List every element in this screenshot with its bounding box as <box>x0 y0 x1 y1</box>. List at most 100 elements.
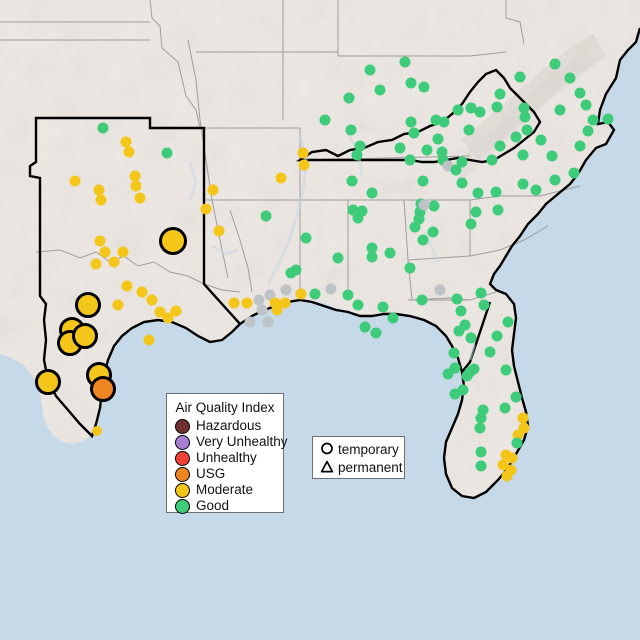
monitor-point[interactable] <box>564 72 576 84</box>
monitor-point[interactable] <box>475 412 487 424</box>
monitor-point[interactable] <box>438 116 450 128</box>
monitor-point[interactable] <box>121 280 133 292</box>
monitor-point[interactable] <box>574 87 586 99</box>
monitor-point[interactable] <box>474 106 486 118</box>
monitor-point[interactable] <box>574 140 586 152</box>
monitor-point[interactable] <box>69 175 81 187</box>
monitor-point[interactable] <box>413 213 425 225</box>
monitor-point[interactable] <box>146 294 158 306</box>
monitor-point[interactable] <box>456 177 468 189</box>
monitor-point[interactable] <box>500 364 512 376</box>
monitor-point[interactable] <box>405 116 417 128</box>
monitor-point[interactable] <box>457 384 469 396</box>
monitor-point[interactable] <box>437 154 449 166</box>
monitor-point[interactable] <box>421 144 433 156</box>
monitor-point[interactable] <box>418 81 430 93</box>
monitor-point[interactable] <box>582 125 594 137</box>
monitor-point[interactable] <box>505 464 517 476</box>
monitor-point[interactable] <box>130 180 142 192</box>
monitor-point[interactable] <box>262 316 274 328</box>
monitor-point[interactable] <box>510 391 522 403</box>
monitor-point[interactable] <box>465 102 477 114</box>
monitor-point[interactable] <box>417 234 429 246</box>
monitor-point[interactable] <box>161 147 173 159</box>
monitor-point[interactable] <box>549 174 561 186</box>
monitor-point[interactable] <box>387 312 399 324</box>
monitor-point[interactable] <box>510 131 522 143</box>
monitor-point[interactable] <box>275 172 287 184</box>
monitor-point[interactable] <box>414 206 426 218</box>
monitor-point[interactable] <box>580 99 592 111</box>
monitor-point[interactable] <box>432 133 444 145</box>
monitor-point[interactable] <box>366 251 378 263</box>
monitor-point[interactable] <box>370 327 382 339</box>
monitor-point[interactable] <box>93 184 105 196</box>
monitor-point[interactable] <box>352 299 364 311</box>
monitor-point[interactable] <box>497 459 509 471</box>
monitor-point[interactable] <box>568 167 580 179</box>
monitor-point[interactable] <box>90 258 102 270</box>
monitor-point[interactable] <box>332 252 344 264</box>
monitor-point[interactable] <box>112 299 124 311</box>
monitor-point[interactable] <box>475 287 487 299</box>
monitor-point[interactable] <box>490 186 502 198</box>
monitor-point[interactable] <box>285 267 297 279</box>
monitor-point[interactable] <box>404 154 416 166</box>
monitor-point[interactable] <box>470 206 482 218</box>
monitor-point[interactable] <box>319 114 331 126</box>
monitor-point[interactable] <box>427 226 439 238</box>
monitor-point[interactable] <box>494 140 506 152</box>
monitor-point[interactable] <box>129 170 141 182</box>
monitor-point[interactable] <box>97 122 109 134</box>
monitor-point[interactable] <box>136 286 148 298</box>
monitor-point[interactable] <box>354 140 366 152</box>
monitor-point[interactable] <box>366 187 378 199</box>
monitor-point[interactable] <box>325 283 337 295</box>
monitor-point[interactable] <box>99 246 111 258</box>
monitor-point[interactable] <box>356 205 368 217</box>
monitor-point[interactable] <box>475 446 487 458</box>
monitor-point[interactable] <box>456 156 468 168</box>
monitor-point[interactable] <box>442 368 454 380</box>
monitor-point[interactable] <box>517 149 529 161</box>
monitor-point[interactable] <box>90 376 116 402</box>
monitor-point[interactable] <box>72 323 98 349</box>
monitor-point[interactable] <box>260 210 272 222</box>
monitor-point[interactable] <box>359 321 371 333</box>
monitor-point[interactable] <box>475 460 487 472</box>
monitor-point[interactable] <box>492 204 504 216</box>
monitor-point[interactable] <box>494 88 506 100</box>
monitor-point[interactable] <box>478 299 490 311</box>
monitor-point[interactable] <box>298 159 310 171</box>
monitor-point[interactable] <box>120 136 132 148</box>
monitor-point[interactable] <box>418 199 430 211</box>
monitor-point[interactable] <box>280 284 292 296</box>
monitor-point[interactable] <box>535 134 547 146</box>
monitor-point[interactable] <box>95 194 107 206</box>
monitor-point[interactable] <box>256 304 268 316</box>
monitor-point[interactable] <box>451 293 463 305</box>
monitor-point[interactable] <box>297 147 309 159</box>
monitor-point[interactable] <box>449 388 461 400</box>
monitor-point[interactable] <box>465 218 477 230</box>
monitor-point[interactable] <box>347 204 359 216</box>
monitor-point[interactable] <box>530 184 542 196</box>
monitor-point[interactable] <box>377 301 389 313</box>
monitor-point[interactable] <box>484 346 496 358</box>
monitor-point[interactable] <box>477 404 489 416</box>
monitor-point[interactable] <box>587 114 599 126</box>
monitor-point[interactable] <box>486 154 498 166</box>
monitor-point[interactable] <box>264 289 276 301</box>
monitor-point[interactable] <box>123 146 135 158</box>
monitor-point[interactable] <box>300 232 312 244</box>
monitor-point[interactable] <box>474 422 486 434</box>
monitor-point[interactable] <box>228 297 240 309</box>
monitor-point[interactable] <box>436 146 448 158</box>
monitor-point[interactable] <box>465 332 477 344</box>
monitor-point[interactable] <box>253 294 265 306</box>
monitor-point[interactable] <box>518 422 530 434</box>
monitor-point[interactable] <box>452 104 464 116</box>
monitor-point[interactable] <box>408 127 420 139</box>
monitor-point[interactable] <box>500 449 512 461</box>
